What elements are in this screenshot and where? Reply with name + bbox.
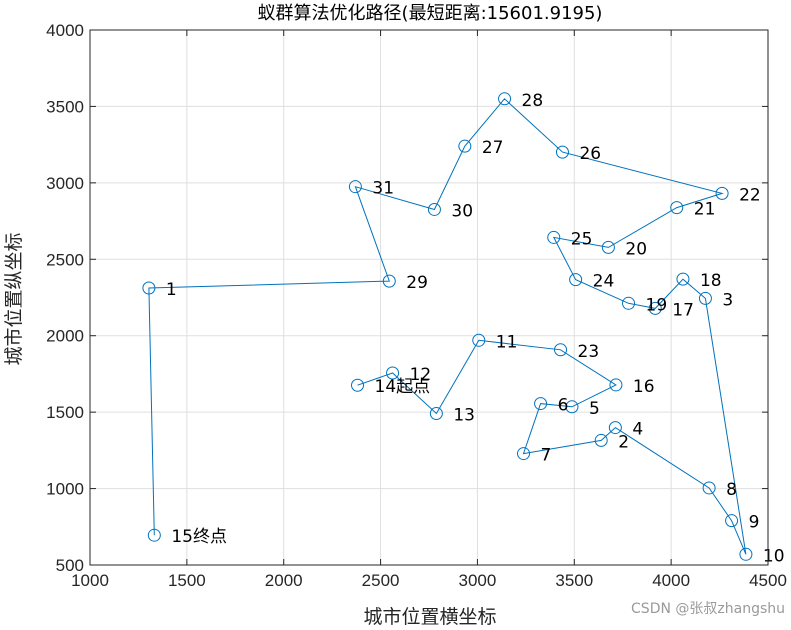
x-tick-label: 2000 bbox=[265, 571, 303, 590]
city-marker bbox=[698, 291, 712, 305]
y-tick-label: 500 bbox=[56, 556, 84, 575]
city-label: 17 bbox=[672, 300, 694, 320]
city-marker bbox=[601, 240, 615, 254]
city-label: 31 bbox=[372, 179, 394, 199]
city-marker bbox=[555, 145, 569, 159]
city-label: 11 bbox=[496, 332, 518, 352]
city-marker bbox=[702, 481, 716, 495]
city-marker bbox=[569, 273, 583, 287]
city-marker bbox=[739, 547, 753, 561]
city-label: 8 bbox=[726, 480, 737, 500]
city-label: 2 bbox=[618, 432, 629, 452]
city-marker bbox=[594, 433, 608, 447]
city-marker bbox=[147, 528, 161, 542]
plot-frame bbox=[89, 29, 769, 566]
y-axis-ticks: 500 1000 1500 2000 2500 3000 3500 4000 bbox=[46, 21, 768, 575]
city-marker bbox=[609, 378, 623, 392]
x-tick-label: 4000 bbox=[652, 571, 690, 590]
city-marker bbox=[142, 281, 156, 295]
city-marker bbox=[472, 333, 486, 347]
y-tick-label: 1500 bbox=[46, 403, 84, 422]
city-label: 16 bbox=[633, 377, 655, 397]
city-label: 24 bbox=[593, 272, 615, 292]
city-label: 29 bbox=[406, 273, 428, 293]
city-marker bbox=[725, 514, 739, 528]
city-labels: 1234567891011121314起点15终点161718192021222… bbox=[166, 91, 785, 567]
city-marker bbox=[608, 421, 622, 435]
city-label: 1 bbox=[166, 280, 177, 300]
y-tick-label: 2500 bbox=[46, 250, 84, 269]
city-marker bbox=[670, 201, 684, 215]
city-label: 13 bbox=[453, 406, 475, 426]
watermark: CSDN @张叔zhangshu bbox=[631, 601, 785, 617]
city-label: 9 bbox=[749, 513, 760, 533]
y-tick-label: 4000 bbox=[46, 21, 84, 40]
city-marker bbox=[534, 397, 548, 411]
city-marker bbox=[382, 274, 396, 288]
city-marker bbox=[547, 230, 561, 244]
x-tick-label: 1000 bbox=[71, 571, 109, 590]
y-tick-label: 3000 bbox=[46, 174, 84, 193]
city-label: 4 bbox=[632, 420, 643, 440]
route-line bbox=[148, 98, 747, 555]
y-tick-label: 2000 bbox=[46, 327, 84, 346]
city-label: 23 bbox=[578, 342, 600, 362]
city-marker bbox=[565, 400, 579, 414]
city-label: 25 bbox=[571, 229, 593, 249]
city-label: 20 bbox=[625, 239, 647, 259]
city-label: 27 bbox=[482, 138, 504, 158]
city-label: 26 bbox=[579, 144, 601, 164]
city-label: 6 bbox=[558, 396, 569, 416]
city-marker bbox=[676, 272, 690, 286]
city-label: 22 bbox=[739, 185, 761, 205]
y-tick-label: 1000 bbox=[46, 480, 84, 499]
city-marker bbox=[648, 301, 662, 315]
y-axis-label: 城市位置纵坐标 bbox=[3, 232, 25, 365]
city-marker bbox=[498, 92, 512, 106]
city-marker bbox=[715, 186, 729, 200]
y-tick-label: 3500 bbox=[46, 97, 84, 116]
city-marker bbox=[554, 343, 568, 357]
x-axis-label: 城市位置横坐标 bbox=[363, 606, 496, 628]
plot-area bbox=[90, 30, 768, 565]
city-label: 30 bbox=[451, 201, 473, 221]
x-tick-label: 4500 bbox=[749, 571, 787, 590]
city-label: 3 bbox=[722, 290, 733, 310]
city-marker bbox=[458, 139, 472, 153]
city-label: 7 bbox=[541, 446, 552, 466]
x-tick-label: 2500 bbox=[362, 571, 400, 590]
city-label: 14起点 bbox=[375, 377, 431, 397]
city-marker bbox=[517, 447, 531, 461]
city-label: 18 bbox=[700, 271, 722, 291]
x-tick-label: 3500 bbox=[555, 571, 593, 590]
city-marker bbox=[351, 378, 365, 392]
city-label: 21 bbox=[694, 200, 716, 220]
city-label: 28 bbox=[522, 91, 544, 111]
city-marker bbox=[429, 407, 443, 421]
x-axis-ticks: 1000 1500 2000 2500 3000 3500 4000 4500 bbox=[71, 30, 787, 590]
chart-title: 蚁群算法优化路径(最短距离:15601.9195) bbox=[258, 3, 603, 24]
city-marker bbox=[622, 296, 636, 310]
city-label: 12 bbox=[410, 365, 432, 385]
x-tick-label: 1500 bbox=[168, 571, 206, 590]
city-label: 19 bbox=[646, 295, 668, 315]
x-tick-label: 3000 bbox=[459, 571, 497, 590]
city-label: 10 bbox=[763, 546, 785, 566]
city-label: 15终点 bbox=[171, 527, 227, 547]
city-markers bbox=[142, 92, 753, 561]
city-marker bbox=[386, 366, 400, 380]
city-marker bbox=[348, 180, 362, 194]
city-label: 5 bbox=[589, 399, 600, 419]
city-marker bbox=[427, 202, 441, 216]
